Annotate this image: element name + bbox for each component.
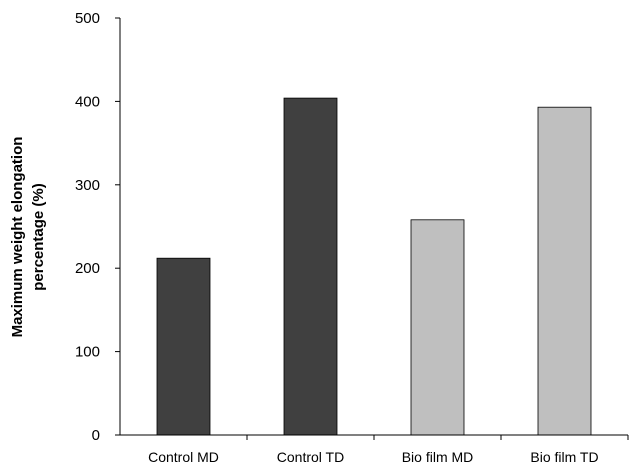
y-axis-ticks: 0 100 200 300 400 500 [75,10,120,444]
y-axis-label: Maximum weight elongation percentage (%) [9,137,47,338]
x-axis-ticks: Control MD Control TD Bio film MD Bio film … [148,435,629,465]
bar-bio-film-md [410,219,465,436]
x-tick-label-control-td: Control TD [277,449,344,465]
y-tick-label-500: 500 [75,10,100,27]
x-tick-label-bio-film-md: Bio film MD [402,449,474,465]
bar-control-td [283,97,338,436]
y-axis-label-line-2: percentage (%) [30,183,47,291]
y-tick-label-0: 0 [92,427,100,444]
x-tick-label-bio-film-td: Bio film TD [530,449,598,465]
y-tick-label-300: 300 [75,177,100,194]
y-tick-label-100: 100 [75,344,100,361]
y-axis-label-line-1: Maximum weight elongation [9,137,26,338]
bar-series [156,97,592,436]
bar-control-md [156,257,211,436]
x-tick-label-control-md: Control MD [148,449,219,465]
y-tick-label-200: 200 [75,260,100,277]
y-tick-label-400: 400 [75,93,100,110]
bar-bio-film-td [537,106,592,436]
